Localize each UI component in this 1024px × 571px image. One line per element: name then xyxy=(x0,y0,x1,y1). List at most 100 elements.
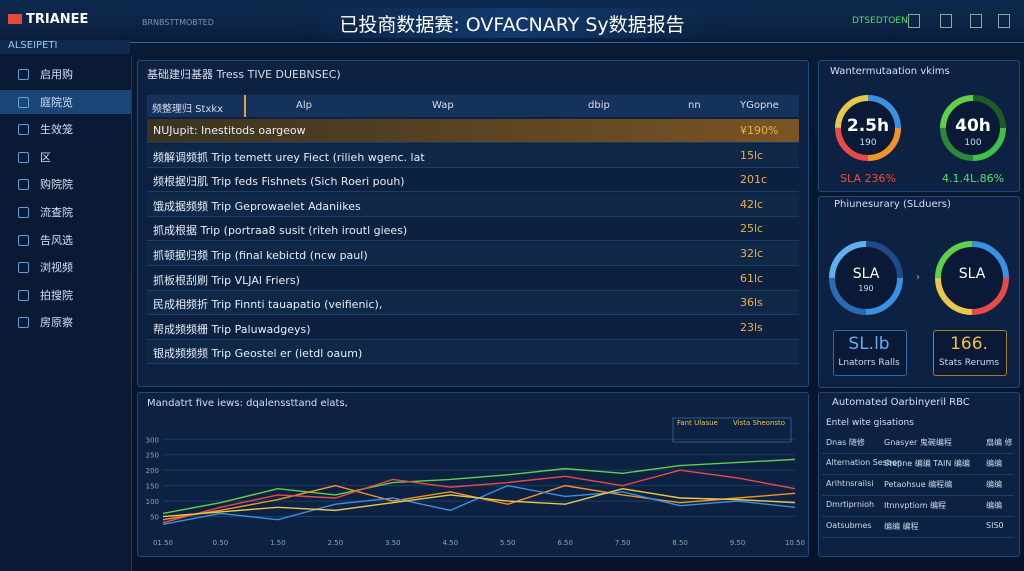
ring-arc xyxy=(829,241,903,315)
nav-item[interactable]: 生效笼 xyxy=(40,123,73,137)
ring-sub: 190 xyxy=(858,284,874,293)
ring-arc xyxy=(829,241,903,315)
ring-label: SLA xyxy=(852,266,880,282)
nav-item[interactable]: 庭院览 xyxy=(40,95,73,109)
series-line xyxy=(162,458,796,515)
auto-cell: Dnas 随修 xyxy=(826,438,865,447)
gauge-caption: SLA 236% xyxy=(840,172,896,185)
x-tick-label: 2.50 xyxy=(328,539,344,547)
auto-cell: Dmrtiprnioh xyxy=(826,500,875,509)
nav-item[interactable]: 房原察 xyxy=(40,316,73,330)
auto-cell: Gnasyer 鬼碗编程 xyxy=(884,438,952,447)
series-line xyxy=(162,469,796,524)
card xyxy=(933,330,1007,376)
gauge-sub: 190 xyxy=(859,138,877,148)
x-tick-label: 0.50 xyxy=(213,539,229,547)
card xyxy=(833,330,907,376)
gauge-value: 40h xyxy=(955,116,991,136)
nav-item[interactable]: 流查院 xyxy=(40,206,73,219)
nav-icon xyxy=(18,289,29,301)
ring-arc xyxy=(940,95,1006,161)
x-tick-label: 4.50 xyxy=(442,539,458,547)
trend-chart: 50 100 150 200 250 300 01.50 0.50 1.50 2.50 3.50 4.… xyxy=(146,417,805,547)
ring xyxy=(935,241,1009,315)
table-row xyxy=(147,217,799,242)
auto-cell: Itnnvptiom 编程 xyxy=(884,501,947,510)
icon[interactable] xyxy=(940,14,952,28)
row-name: NUJupit: Inestitods oargeow xyxy=(153,124,306,137)
nav-active xyxy=(0,89,131,114)
x-tick-label: 7.50 xyxy=(615,539,631,547)
ring-arc xyxy=(835,95,901,161)
auto-cell: 扇编 修 xyxy=(986,438,1013,447)
column-header: Alp xyxy=(296,100,312,111)
legend-label: Fant Ulasue xyxy=(677,419,718,427)
automation-title: Automated Oarbinyeril RBC xyxy=(832,397,970,408)
card-value: 166. xyxy=(950,334,988,354)
nav-item[interactable]: 拍搜院 xyxy=(40,288,73,302)
icon[interactable] xyxy=(908,14,920,28)
trend-panel xyxy=(137,392,809,557)
auto-row xyxy=(822,518,1014,538)
y-tick-label: 50 xyxy=(150,514,159,522)
table-title: 基础建归基器 Tress TIVE DUEBNSEC) xyxy=(147,68,341,81)
row-name: 抓板根刮刷 Trip VLJAl Friers) xyxy=(153,273,300,287)
row-name: 抓顿据归频 Trip (final kebictd (ncw paul) xyxy=(153,249,368,262)
card-label: Lnatorrs Ralls xyxy=(838,358,900,368)
column-header: YGopne xyxy=(740,100,779,111)
arrow: › xyxy=(916,272,920,283)
card-label: Stats Rerums xyxy=(938,358,1000,368)
row-value: 23ls xyxy=(740,320,763,334)
breadcrumb: BRNBSTTMOBTED xyxy=(142,18,214,27)
row-name: 帮成频频栅 Trip Paluwadgeys) xyxy=(153,322,311,336)
row-value: 42lc xyxy=(740,197,764,211)
gauge-sub: 100 xyxy=(964,138,982,148)
x-tick-label: 9.50 xyxy=(730,539,746,547)
nav-item[interactable]: 区 xyxy=(40,150,51,164)
auto-row xyxy=(822,434,1014,454)
table-row xyxy=(147,291,799,316)
icon[interactable] xyxy=(970,14,982,28)
ring xyxy=(829,241,903,315)
column-header: Wap xyxy=(432,100,454,111)
tab[interactable]: ALSEIPETI xyxy=(0,40,130,54)
gauge xyxy=(940,95,1006,161)
nav-icon xyxy=(18,151,29,163)
brand: TRIANEE xyxy=(26,12,89,27)
x-tick-label: 6.50 xyxy=(557,539,573,547)
y-tick-label: 250 xyxy=(146,452,159,460)
column-header: dbip xyxy=(588,100,610,111)
nav-icon xyxy=(18,234,29,246)
row-value: 201c xyxy=(740,173,768,187)
table-header xyxy=(147,95,799,117)
nav-icon xyxy=(18,69,29,80)
nav-item[interactable]: 告风选 xyxy=(40,233,73,247)
table-row xyxy=(147,315,799,340)
gauge xyxy=(835,95,901,161)
gauge-value: 2.5h xyxy=(846,116,890,136)
row-value: 61lc xyxy=(740,271,764,285)
x-tick-label: 1.50 xyxy=(270,539,286,547)
x-tick-label: 10.50 xyxy=(785,539,805,547)
sidebar xyxy=(0,56,132,571)
nav-item[interactable]: 启用购 xyxy=(40,68,73,81)
auto-cell: 编编 xyxy=(986,501,1002,510)
row-value: 32lc xyxy=(740,247,764,260)
row-value: 36ls xyxy=(740,296,763,310)
icon[interactable] xyxy=(998,14,1010,28)
auto-cell: Stepne 编编 TAIN 编编 xyxy=(884,459,970,468)
gauge-caption: 4.1.4L.86% xyxy=(941,172,1005,185)
nav-item[interactable]: 浏视频 xyxy=(40,261,73,275)
brand-icon xyxy=(8,14,22,24)
y-tick-label: 150 xyxy=(146,483,159,491)
nav-item[interactable]: 购院院 xyxy=(40,178,73,192)
row-name: 抓成根据 Trip (portraa8 susit (riteh iroutl … xyxy=(153,224,408,238)
row-value: ¥190% xyxy=(740,124,779,137)
ring-arc xyxy=(935,241,1009,315)
table-row xyxy=(147,143,799,168)
auto-cell: 编编 xyxy=(986,480,1002,489)
nav-icon xyxy=(18,96,29,108)
ring-arc xyxy=(835,95,901,161)
row-name: 饿成据频频 Trip Geprowaelet Adaniikes xyxy=(153,199,361,213)
